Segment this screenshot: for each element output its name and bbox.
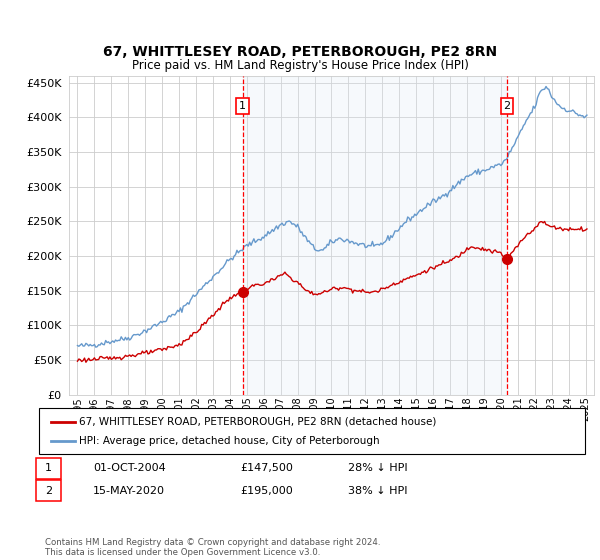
Text: 01-OCT-2004: 01-OCT-2004 [93, 463, 166, 473]
Text: 15-MAY-2020: 15-MAY-2020 [93, 486, 165, 496]
Text: £147,500: £147,500 [240, 463, 293, 473]
Text: 67, WHITTLESEY ROAD, PETERBOROUGH, PE2 8RN: 67, WHITTLESEY ROAD, PETERBOROUGH, PE2 8… [103, 45, 497, 59]
Text: 1: 1 [239, 101, 246, 111]
Text: 38% ↓ HPI: 38% ↓ HPI [348, 486, 407, 496]
Text: Contains HM Land Registry data © Crown copyright and database right 2024.
This d: Contains HM Land Registry data © Crown c… [45, 538, 380, 557]
Text: 1: 1 [45, 463, 52, 473]
Text: 67, WHITTLESEY ROAD, PETERBOROUGH, PE2 8RN (detached house): 67, WHITTLESEY ROAD, PETERBOROUGH, PE2 8… [79, 417, 437, 427]
Text: £195,000: £195,000 [240, 486, 293, 496]
Bar [242, 76, 507, 395]
Text: Price paid vs. HM Land Registry's House Price Index (HPI): Price paid vs. HM Land Registry's House … [131, 59, 469, 72]
Text: HPI: Average price, detached house, City of Peterborough: HPI: Average price, detached house, City… [79, 436, 380, 446]
Text: 2: 2 [503, 101, 511, 111]
Text: 28% ↓ HPI: 28% ↓ HPI [348, 463, 407, 473]
Text: 2: 2 [45, 486, 52, 496]
